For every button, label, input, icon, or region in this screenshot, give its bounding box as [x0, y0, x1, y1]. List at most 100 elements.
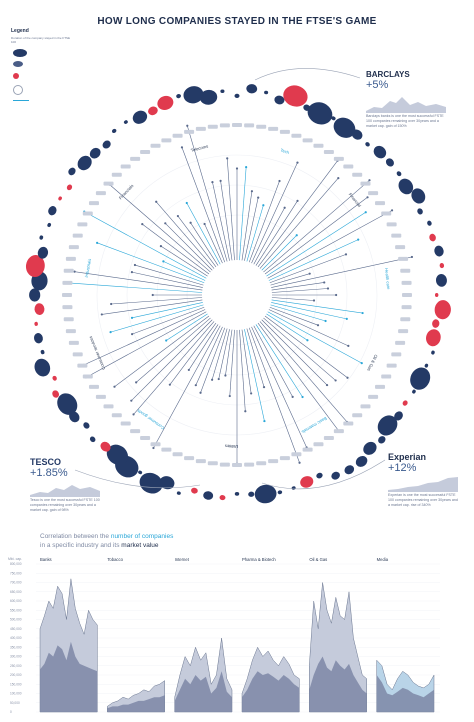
company-bubble — [331, 471, 340, 480]
spoke-end-dot — [226, 157, 229, 160]
company-bubble — [100, 441, 111, 452]
company-logo — [360, 404, 371, 409]
spoke-end-dot — [334, 379, 337, 382]
company-bubble — [254, 484, 277, 504]
company-logo — [368, 191, 379, 196]
y-tick-label: 650,000 — [10, 590, 22, 594]
company-bubble — [234, 491, 240, 496]
y-axis-label: Mkt. cap. — [8, 557, 22, 561]
company-bubble — [385, 158, 394, 167]
company-logo — [95, 394, 106, 399]
company-logo — [313, 143, 324, 148]
company-logo — [95, 191, 106, 196]
spoke-end-dot — [262, 386, 266, 389]
company-spoke — [259, 321, 348, 423]
company-spoke — [181, 147, 226, 263]
company-logo — [360, 181, 371, 186]
company-logo — [130, 429, 141, 434]
company-logo — [68, 340, 79, 345]
company-bubble — [316, 472, 323, 479]
company-bubble — [183, 86, 204, 104]
y-tick-label: 600,000 — [10, 599, 22, 603]
companies-area — [309, 656, 367, 712]
spoke-end-dot — [298, 461, 301, 464]
company-spoke — [255, 324, 303, 398]
companies-area — [107, 695, 165, 712]
company-bubble — [363, 441, 377, 455]
barclays-connector — [254, 68, 361, 81]
company-bubble — [58, 196, 62, 201]
company-spoke — [246, 205, 264, 262]
company-spoke — [271, 302, 347, 320]
companies-area — [40, 641, 98, 712]
y-tick-label: 450,000 — [10, 627, 22, 631]
company-logo — [120, 421, 131, 426]
bottom-title-bold: market value — [121, 542, 159, 549]
company-bubble — [432, 319, 440, 328]
company-bubble — [424, 363, 429, 368]
company-logo — [120, 164, 131, 169]
spoke-end-dot — [335, 293, 338, 297]
spoke-end-dot — [308, 272, 311, 275]
spoke-end-dot — [228, 394, 231, 398]
spoke-end-dot — [390, 209, 394, 212]
company-bubble — [68, 167, 76, 176]
y-tick-label: 50,000 — [10, 701, 20, 705]
company-bubble — [434, 292, 439, 298]
company-spoke — [241, 191, 253, 261]
company-spoke — [268, 239, 359, 281]
spoke-end-dot — [176, 214, 180, 218]
company-spoke — [244, 197, 259, 261]
company-spoke — [132, 306, 205, 335]
spoke-end-dot — [159, 245, 163, 248]
company-logo — [302, 447, 313, 452]
company-logo — [386, 363, 397, 368]
industry-label: Health care — [384, 268, 391, 290]
company-bubble — [234, 93, 240, 98]
spoke-end-dot — [194, 384, 197, 387]
company-bubble — [355, 455, 368, 467]
barclays-callout: BARCLAYS +5% Barclays banks is one the m… — [366, 70, 450, 129]
barclays-logo: BARCLAYS — [366, 70, 410, 79]
spoke-end-dot — [250, 190, 254, 193]
company-spoke — [271, 256, 412, 288]
spoke-end-dot — [346, 376, 349, 379]
company-bubble — [411, 188, 426, 204]
industry-label: Consumer services — [88, 335, 106, 370]
company-spoke — [133, 321, 215, 415]
spoke-end-dot — [345, 317, 348, 320]
company-logo — [375, 201, 386, 206]
spoke-end-dot — [217, 377, 220, 381]
spoke-end-dot — [296, 161, 299, 164]
company-spoke — [261, 235, 297, 271]
company-bubble — [435, 273, 447, 287]
tesco-sparkline — [30, 485, 100, 497]
barclays-sparkline — [366, 97, 446, 113]
company-logo — [65, 256, 76, 261]
company-spoke — [109, 184, 211, 273]
spoke-end-dot — [278, 179, 281, 183]
y-tick-label: 100,000 — [10, 692, 22, 696]
company-logo — [140, 436, 151, 441]
company-logo — [65, 329, 76, 334]
company-bubble — [29, 288, 41, 302]
company-spoke — [204, 223, 223, 264]
company-spoke — [97, 242, 205, 284]
panel-label: Media — [377, 557, 389, 562]
company-logo — [88, 201, 99, 206]
company-spoke — [177, 215, 217, 268]
spoke-end-dot — [164, 222, 167, 225]
panel-label: Tobacco — [107, 557, 123, 562]
company-logo — [386, 222, 397, 227]
company-spoke — [142, 223, 210, 275]
company-logo — [195, 126, 206, 131]
spoke-end-dot — [325, 383, 329, 387]
company-spoke — [84, 211, 207, 279]
y-tick-label: 250,000 — [10, 664, 22, 668]
company-bubble — [402, 400, 408, 406]
spoke-end-dot — [132, 413, 135, 416]
company-spoke — [169, 322, 217, 385]
spoke-end-dot — [306, 339, 309, 342]
tesco-description: Tesco is one the most successful FSTE 10… — [30, 498, 100, 512]
spoke-end-dot — [219, 179, 222, 183]
